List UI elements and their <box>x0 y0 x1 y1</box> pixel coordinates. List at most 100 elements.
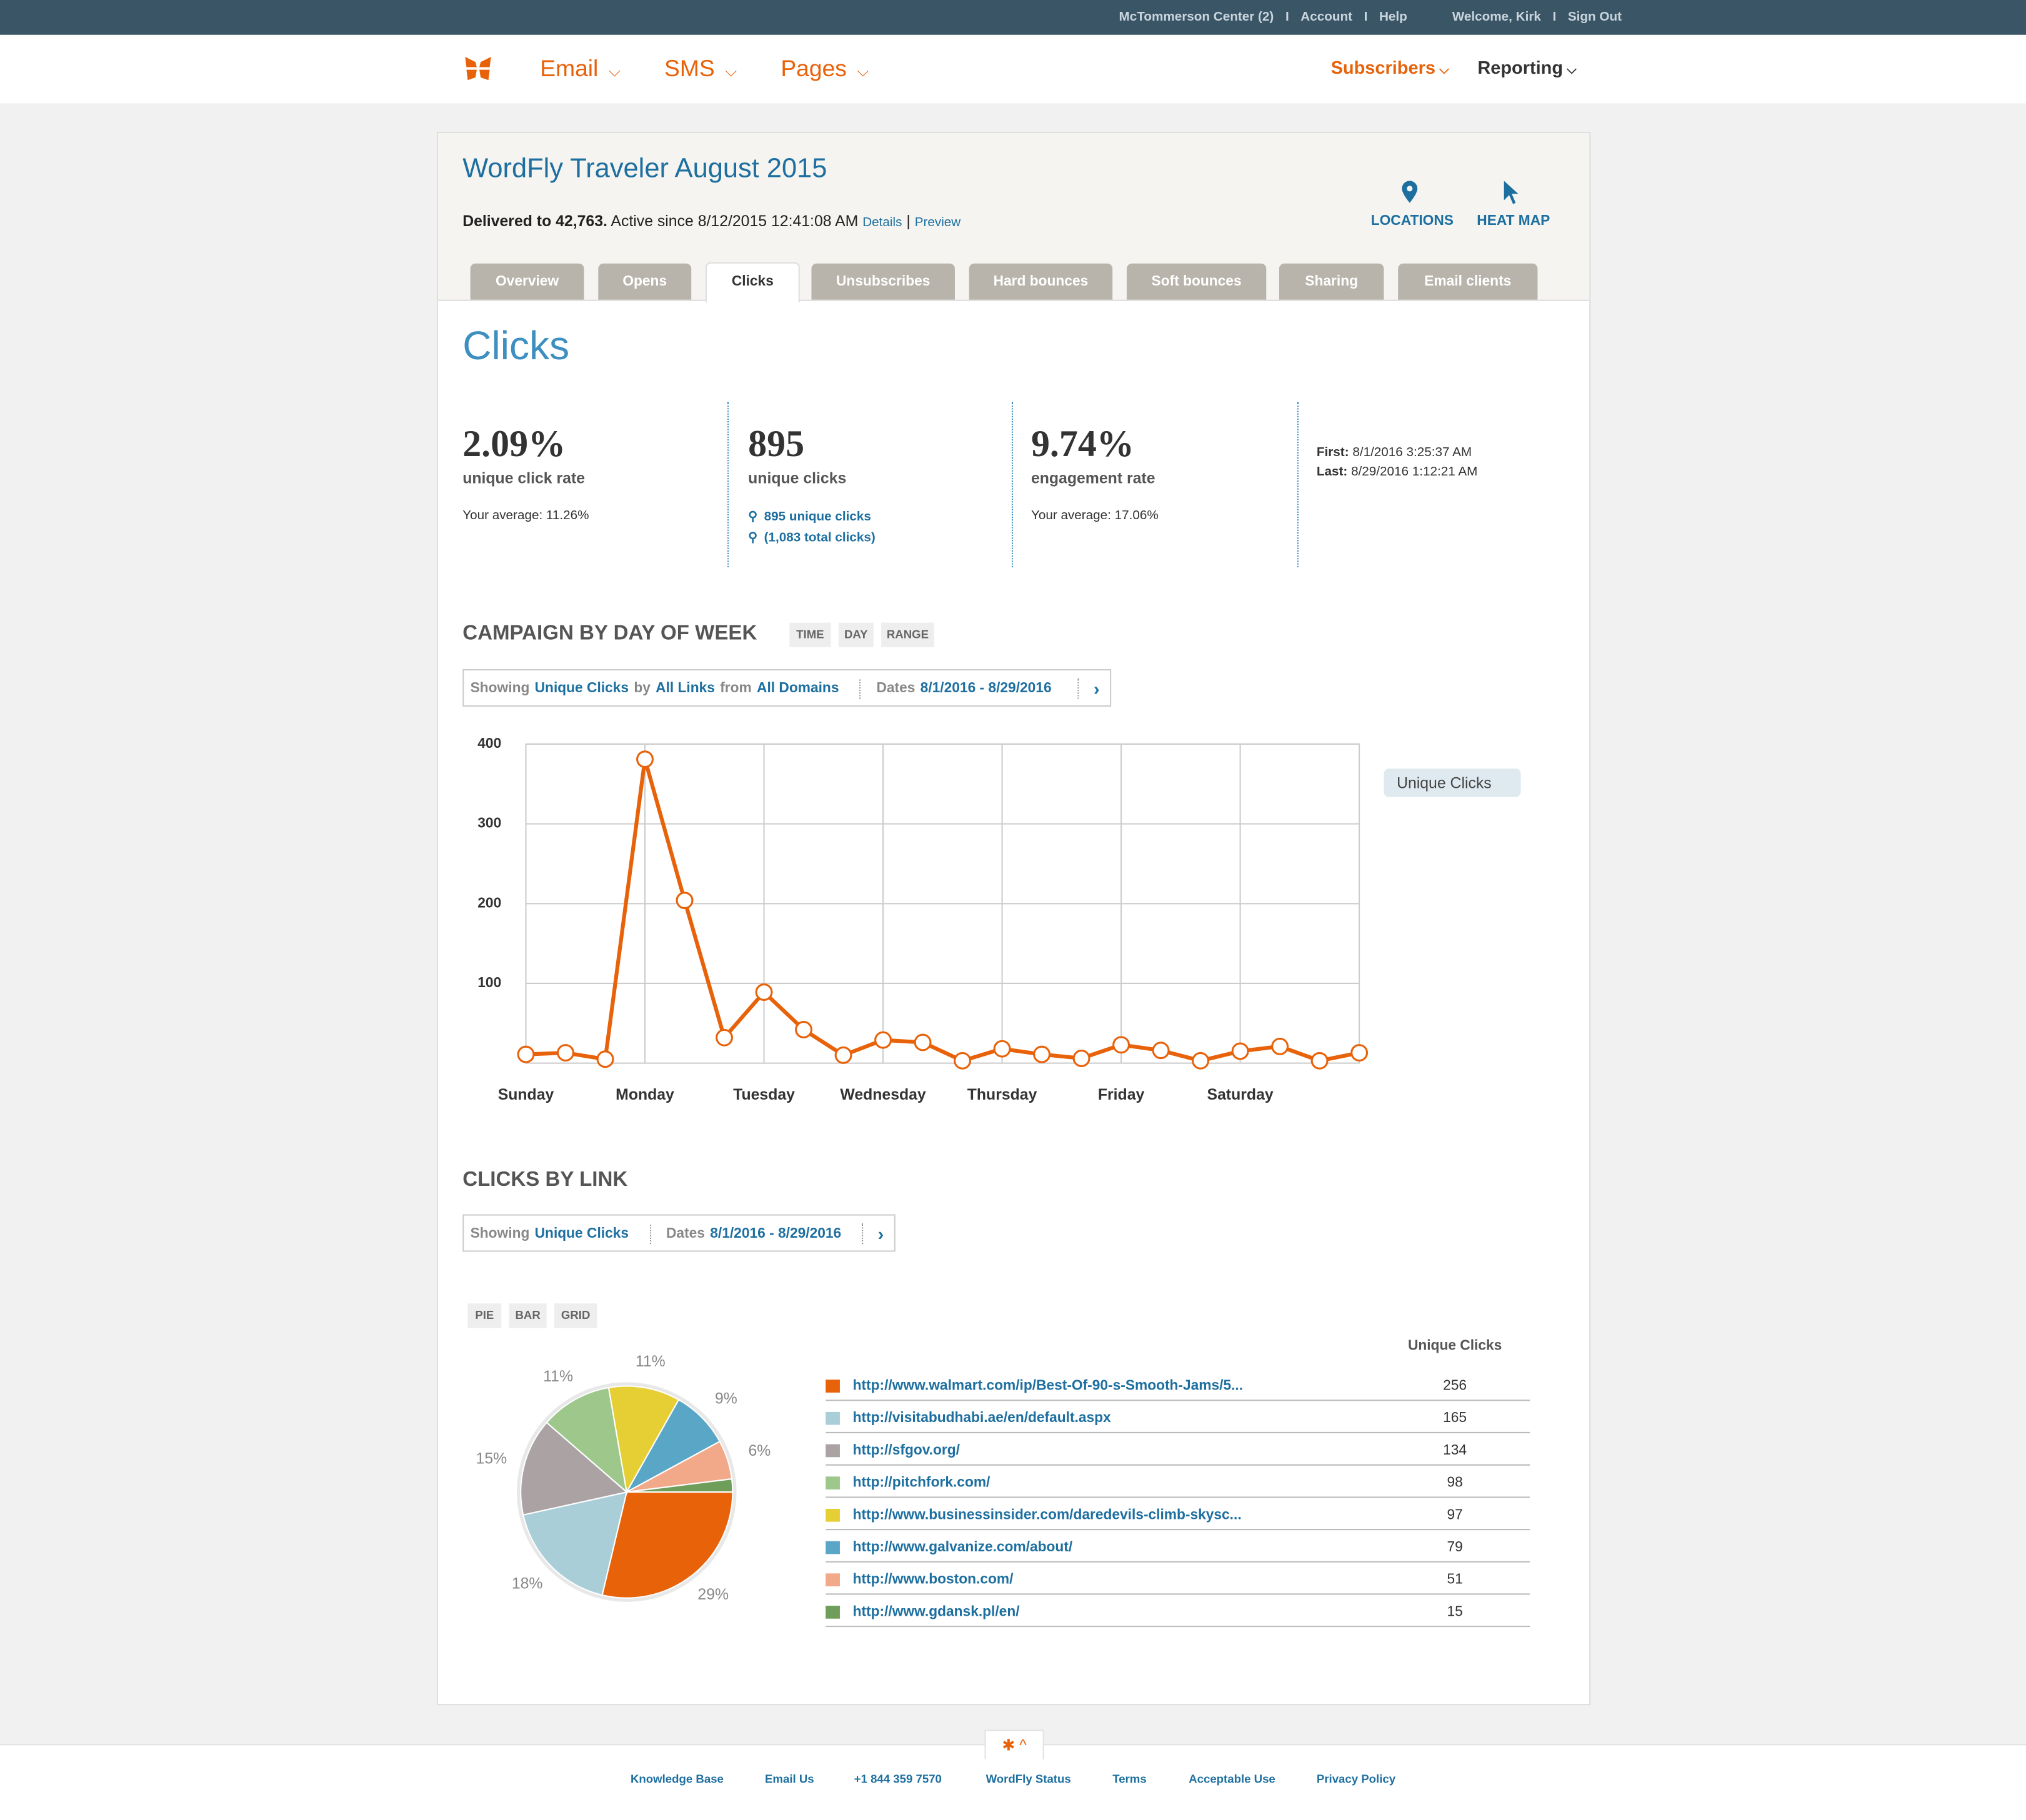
top-link[interactable]: Welcome, Kirk <box>1452 10 1541 25</box>
point <box>954 1052 972 1070</box>
legend-swatch <box>826 1508 840 1522</box>
view-button[interactable]: RANGE <box>881 622 934 647</box>
stat-value: 2.09% <box>462 424 566 465</box>
point <box>914 1033 932 1052</box>
point <box>795 1021 813 1038</box>
active: Active since 8/12/2015 12:41:08 AM <box>611 212 859 231</box>
point <box>1033 1045 1051 1063</box>
point <box>1072 1050 1090 1067</box>
tab[interactable]: Overview <box>470 263 584 300</box>
search-icon: ⚲ <box>748 510 758 525</box>
link-count: 79 <box>1447 1538 1462 1554</box>
separator: I <box>1552 10 1557 25</box>
pie-slice <box>607 1385 680 1494</box>
x-tick-label: Saturday <box>1207 1087 1274 1103</box>
point <box>557 1044 574 1062</box>
stat-label: unique clicks <box>748 469 847 487</box>
footer-link[interactable]: Email Us <box>765 1772 814 1786</box>
locations[interactable]: LOCATIONS <box>1370 213 1454 229</box>
pie-slice <box>522 1491 628 1596</box>
link-url: http://www.gdansk.pl/en/ <box>853 1603 1020 1619</box>
heat-map[interactable]: HEAT MAP <box>1477 213 1550 229</box>
tab[interactable]: Email clients <box>1398 263 1538 300</box>
top-link[interactable]: McTommerson Center (2) <box>1119 10 1274 25</box>
stat-link[interactable]: ⚲ 895 unique clicks <box>748 510 871 525</box>
tab[interactable]: Opens <box>598 263 692 300</box>
stat-link[interactable]: ⚲ (1,083 total clicks) <box>748 531 876 545</box>
point <box>1310 1052 1329 1070</box>
link-count: 15 <box>1447 1603 1462 1619</box>
nav-item[interactable]: Email <box>540 55 599 82</box>
nav-right: Subscribers ⌵ Reporting ⌵ <box>1331 57 1605 77</box>
view-button[interactable]: TIME <box>789 622 831 647</box>
caret: ⌵ <box>1567 63 1577 78</box>
stat-link-text[interactable]: (1,083 total clicks) <box>764 530 876 545</box>
nav-item[interactable]: SMS <box>664 55 715 82</box>
search-icon: ⚲ <box>748 530 758 545</box>
tab[interactable]: Soft bounces <box>1126 263 1267 300</box>
point <box>874 1031 892 1049</box>
tab[interactable]: Unsubscribes <box>811 263 955 300</box>
view-button[interactable]: DAY <box>838 622 874 647</box>
footer-link[interactable]: Privacy Policy <box>1316 1772 1396 1786</box>
stat-label: unique click rate <box>462 469 586 487</box>
section-title: CLICKS BY LINK <box>462 1169 628 1191</box>
details[interactable]: Details <box>862 216 902 231</box>
pie-label: 11% <box>543 1368 573 1385</box>
delivered: Delivered to 42,763. <box>462 212 607 231</box>
y-tick-label: 300 <box>477 815 501 831</box>
footer-link[interactable]: WordFly Status <box>986 1772 1071 1786</box>
pie-label: 6% <box>748 1443 771 1459</box>
tab[interactable]: Sharing <box>1279 263 1384 300</box>
top-link[interactable]: Help <box>1379 10 1407 25</box>
campaign-info: Delivered to 42,763. Active since 8/12/2… <box>462 212 961 231</box>
footer-link[interactable]: Knowledge Base <box>630 1772 724 1786</box>
preview[interactable]: Preview <box>914 216 961 231</box>
nav-bar <box>0 34 2026 104</box>
filter-bar[interactable]: Showing Unique Clicks by All Links from All D… <box>462 669 1112 707</box>
footer-link[interactable]: Acceptable Use <box>1189 1772 1275 1786</box>
back-to-top[interactable]: ✱ ^ <box>984 1729 1044 1760</box>
view-button[interactable]: PIE <box>467 1303 502 1328</box>
chevron: › <box>877 1223 884 1245</box>
page-title: Clicks <box>462 322 570 369</box>
logo[interactable] <box>462 54 494 82</box>
filter-showing: Showing <box>470 1226 530 1241</box>
x-tick-label: Thursday <box>967 1087 1037 1103</box>
tab[interactable]: Clicks <box>705 262 800 302</box>
section-title: CAMPAIGN BY DAY OF WEEK <box>462 622 757 645</box>
stat-note: Your average: 11.26% <box>462 509 589 524</box>
view-button[interactable]: BAR <box>509 1303 547 1328</box>
pie-label: 15% <box>476 1451 507 1468</box>
nav-item[interactable]: Pages <box>781 55 847 82</box>
filter-dates_label: Dates <box>666 1226 705 1241</box>
filter-bar[interactable]: Showing Unique Clicks Dates 8/1/2016 - 8/29… <box>462 1214 896 1252</box>
caret: ⌵ <box>1439 63 1449 78</box>
link-count: 51 <box>1447 1571 1462 1587</box>
stat-link-text[interactable]: 895 unique clicks <box>764 510 871 525</box>
point <box>676 892 694 910</box>
tab[interactable]: Hard bounces <box>969 263 1113 300</box>
campaign-title: WordFly Traveler August 2015 <box>462 154 827 184</box>
line <box>526 757 1360 1063</box>
y-tick-label: 400 <box>477 735 501 751</box>
pie-label: 11% <box>636 1353 666 1370</box>
date-label: First: <box>1316 445 1349 460</box>
divider <box>1077 678 1079 699</box>
footer-link[interactable]: +1 844 359 7570 <box>854 1772 942 1786</box>
legend-swatch <box>826 1380 840 1393</box>
footer-link[interactable]: Terms <box>1112 1772 1147 1786</box>
top-link[interactable]: Sign Out <box>1567 10 1622 25</box>
nav-item[interactable]: Subscribers <box>1330 56 1435 78</box>
nav-item[interactable]: Reporting <box>1477 56 1564 78</box>
view-button[interactable]: GRID <box>554 1303 597 1328</box>
table-header: Unique Clicks <box>1408 1336 1502 1353</box>
date-first: First: 8/1/2016 3:25:37 AM <box>1317 445 1472 460</box>
pie-slice <box>520 1421 629 1516</box>
link-url: http://www.businessinsider.com/daredevil… <box>853 1506 1242 1522</box>
stat-value: 9.74% <box>1030 424 1134 465</box>
pie-slice <box>625 1398 721 1494</box>
link-count: 98 <box>1447 1474 1462 1490</box>
top-link[interactable]: Account <box>1300 10 1353 25</box>
